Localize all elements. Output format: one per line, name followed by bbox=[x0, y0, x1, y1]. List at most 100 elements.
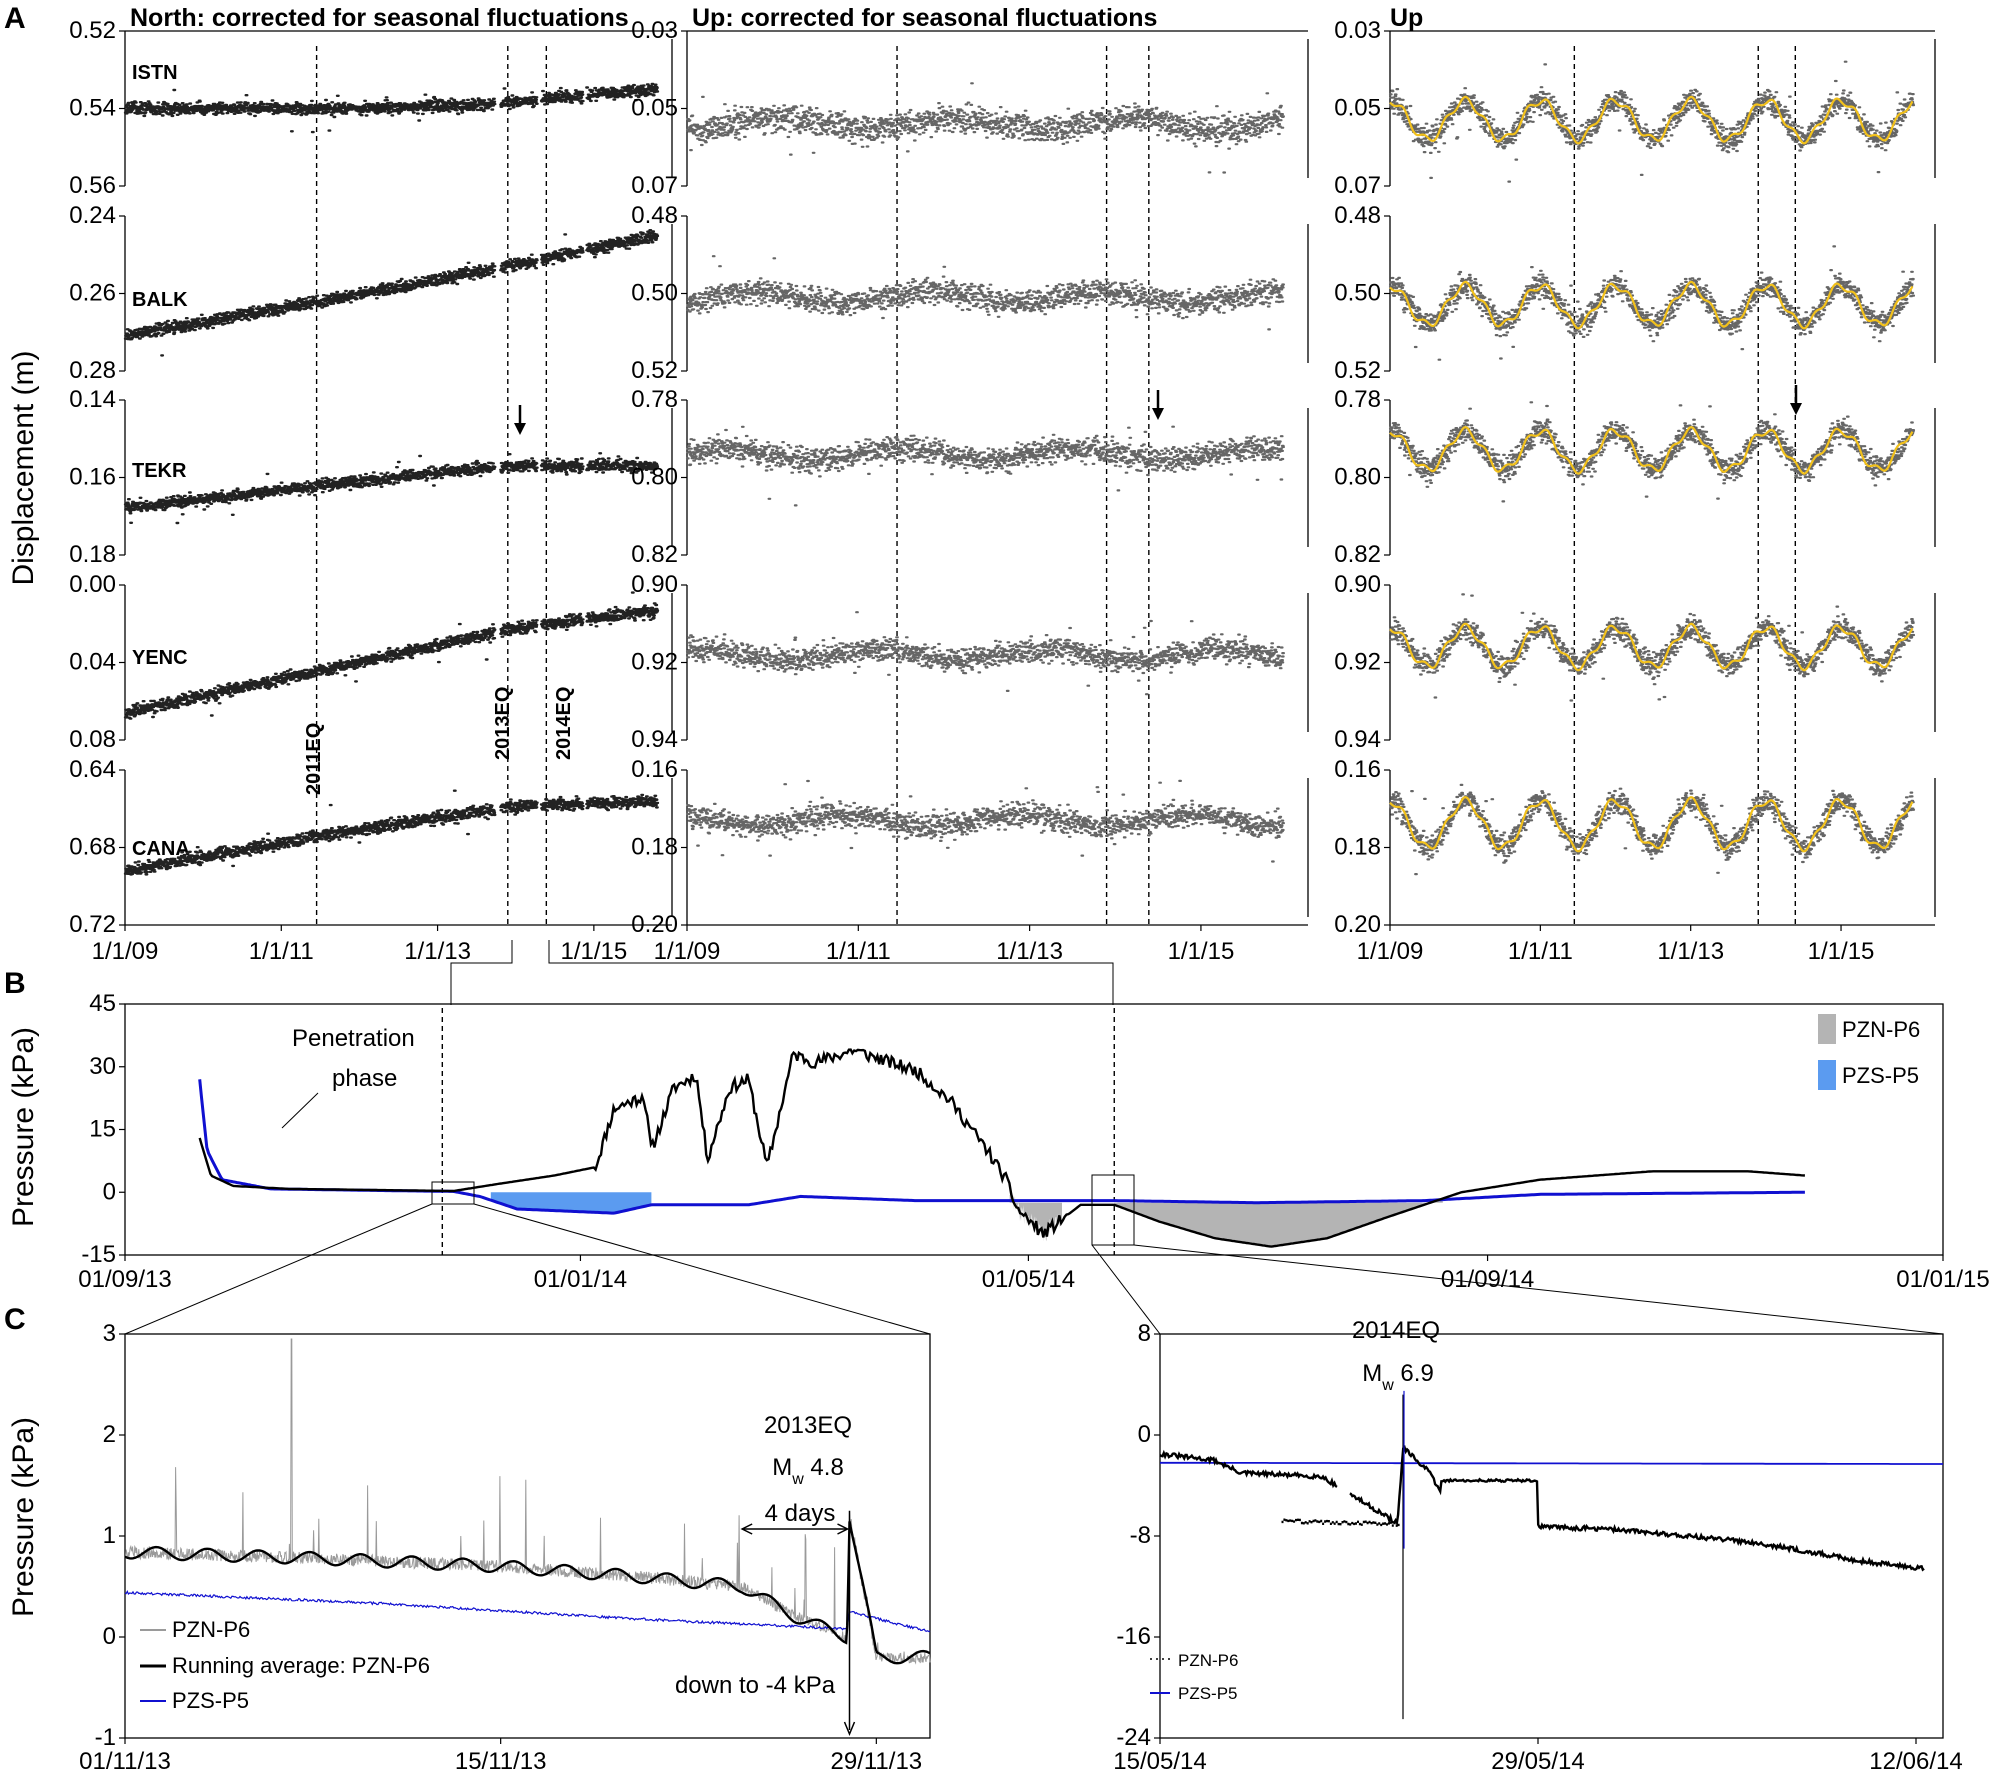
a-y-tick-label: 0.24 bbox=[69, 202, 116, 229]
a-plot-balk: 0.24 0.26 0.28 BALK bbox=[69, 202, 673, 384]
a-plot-cana: 0.16 0.18 0.20 bbox=[631, 756, 1309, 938]
a-y-tick-label: 0.03 bbox=[1334, 17, 1381, 44]
a-y-tick-label: 0.64 bbox=[69, 756, 116, 783]
a-plot-istn: 0.03 0.05 0.07 bbox=[1334, 17, 1936, 199]
a-x-tick-label: 1/1/11 bbox=[1508, 938, 1573, 965]
c-right-x-tick-label: 15/05/14 bbox=[1113, 1748, 1206, 1775]
c-right-y-tick-label: 8 bbox=[1138, 1320, 1151, 1347]
panel-b-label: B bbox=[4, 967, 26, 1000]
a-x-tick-label: 1/1/11 bbox=[249, 938, 314, 965]
c-left-interval: 4 days bbox=[765, 1500, 836, 1527]
c-left-y-tick-label: 0 bbox=[103, 1623, 116, 1650]
c-left-magnitude: Mw 4.8 bbox=[772, 1454, 844, 1488]
a-y-tick-label: 0.16 bbox=[631, 756, 678, 783]
c-right-frame bbox=[1159, 1333, 1944, 1739]
c-left-x-tick-label: 29/11/13 bbox=[831, 1748, 923, 1775]
b-zoom-box-2013 bbox=[431, 1181, 475, 1205]
a-plot-tekr: 0.78 0.80 0.82 bbox=[631, 386, 1309, 568]
b-series-pzn-p6 bbox=[198, 1048, 1805, 1248]
station-label-cana: CANA bbox=[132, 838, 190, 860]
penetration-label-line2: phase bbox=[332, 1065, 397, 1092]
a-y-tick-label: 0.04 bbox=[69, 649, 116, 676]
c-left-series-pzs-p5 bbox=[124, 1590, 931, 1633]
c-left-mag-sub: w bbox=[791, 1471, 804, 1488]
c-right-legend-pzs: PZS-P5 bbox=[1178, 1684, 1238, 1703]
a-y-tick-label: 0.08 bbox=[69, 726, 116, 753]
a-scatter-tekr bbox=[123, 452, 660, 525]
station-label-yenc: YENC bbox=[132, 647, 188, 669]
a-y-tick-label: 0.05 bbox=[631, 95, 678, 122]
a-y-tick-label: 0.48 bbox=[1334, 202, 1381, 229]
a-seasonal-fit-tekr bbox=[1389, 426, 1914, 475]
penetration-pointer bbox=[281, 1092, 319, 1129]
a-seasonal-fit-istn bbox=[1389, 95, 1914, 145]
panel-c-label: C bbox=[4, 1303, 26, 1336]
b-zoom-box-2014 bbox=[1091, 1174, 1135, 1246]
a-y-tick-label: 0.50 bbox=[1334, 280, 1381, 307]
a-scatter-balk bbox=[123, 229, 660, 357]
b-x-tick-label: 01/09/14 bbox=[1441, 1266, 1534, 1293]
panel-a-ylabel: Displacement (m) bbox=[7, 350, 40, 585]
a-y-tick-label: 0.78 bbox=[631, 386, 678, 413]
a-y-tick-label: 0.18 bbox=[631, 834, 678, 861]
a-scatter-cana bbox=[123, 789, 660, 876]
b-series-pzs-p5 bbox=[198, 1079, 1805, 1215]
tekr-arrow-head bbox=[1152, 408, 1164, 420]
b-to-c-right-connector bbox=[1091, 1244, 1944, 1335]
a-scatter-yenc bbox=[123, 591, 660, 720]
legend-b-swatch-pzn bbox=[1818, 1014, 1836, 1044]
a-plot-balk: 0.48 0.50 0.52 bbox=[631, 202, 1309, 384]
a-y-tick-label: 0.07 bbox=[631, 172, 678, 199]
b-y-tick-label: 15 bbox=[89, 1116, 116, 1143]
b-y-tick-label: -15 bbox=[81, 1241, 116, 1268]
a-x-tick-label: 1/1/15 bbox=[1808, 938, 1875, 965]
a-y-tick-label: 0.48 bbox=[631, 202, 678, 229]
b-x-tick-label: 01/09/13 bbox=[78, 1266, 171, 1293]
a-y-tick-label: 0.92 bbox=[631, 649, 678, 676]
a-x-tick-label: 1/1/13 bbox=[1657, 938, 1724, 965]
c-left-x-tick-label: 01/11/13 bbox=[79, 1748, 171, 1775]
a-scatter-yenc bbox=[1388, 593, 1916, 702]
a-plot-tekr: 0.78 0.80 0.82 bbox=[1334, 386, 1936, 568]
a-y-tick-label: 0.50 bbox=[631, 280, 678, 307]
a-y-tick-label: 0.80 bbox=[1334, 464, 1381, 491]
a-y-tick-label: 0.14 bbox=[69, 386, 116, 413]
a-scatter-tekr bbox=[685, 425, 1285, 507]
a-y-tick-label: 0.20 bbox=[1334, 911, 1381, 938]
c-left-mag-m: M bbox=[772, 1454, 792, 1481]
c-right-series-pzn-p6 bbox=[1159, 1445, 1925, 1572]
a-y-tick-label: 0.54 bbox=[69, 95, 116, 122]
a-y-tick-label: 0.90 bbox=[1334, 571, 1381, 598]
c-left-eq-label: 2013EQ bbox=[764, 1412, 852, 1439]
panel-a-plots: 1/1/09 1/1/11 1/1/13 1/1/15 0.52 0.54 0.56 ISTN… bbox=[69, 17, 1936, 965]
b-y-tick-label: 30 bbox=[89, 1053, 116, 1080]
b-fill-pzn-p6 bbox=[1114, 1198, 1443, 1247]
station-label-istn: ISTN bbox=[132, 62, 178, 84]
panel-c: C Pressure (kPa) -1 0 1 2 3 01/11/13 15/11/13 2… bbox=[4, 1203, 1963, 1775]
a-plot-cana: 0.64 0.68 0.72 CANA bbox=[69, 756, 673, 938]
a-y-tick-label: 0.56 bbox=[69, 172, 116, 199]
c-left-y-tick-label: -1 bbox=[95, 1724, 116, 1751]
a-scatter-istn bbox=[685, 82, 1285, 174]
a-plot-yenc: 0.90 0.92 0.94 bbox=[631, 571, 1309, 753]
a-scatter-tekr bbox=[1388, 401, 1916, 503]
eq-label-2011: 2011EQ bbox=[303, 723, 325, 795]
a-x-tick-label: 1/1/13 bbox=[404, 938, 471, 965]
c-right-magnitude: Mw 6.9 bbox=[1362, 1360, 1434, 1394]
c-right-series-pzs-p5 bbox=[1160, 1461, 1943, 1465]
c-left-series-running-average bbox=[124, 1521, 931, 1665]
panel-c-ylabel: Pressure (kPa) bbox=[7, 1417, 40, 1617]
c-right-eq-label: 2014EQ bbox=[1352, 1317, 1440, 1344]
a-x-tick-label: 1/1/11 bbox=[826, 938, 891, 965]
c-left-y-tick-label: 3 bbox=[103, 1320, 116, 1347]
a-to-b-connector bbox=[450, 940, 1114, 1005]
a-x-tick-label: 1/1/13 bbox=[996, 938, 1063, 965]
b-to-c-left-connector bbox=[124, 1203, 931, 1335]
c-right-y-tick-label: 0 bbox=[1138, 1421, 1151, 1448]
a-y-tick-label: 0.52 bbox=[631, 357, 678, 384]
c-left-x-tick-label: 15/11/13 bbox=[455, 1748, 547, 1775]
c-right-y-tick-label: -24 bbox=[1116, 1724, 1151, 1751]
a-y-tick-label: 0.82 bbox=[1334, 541, 1381, 568]
c-left-down-label: down to -4 kPa bbox=[675, 1672, 836, 1699]
c-left-y-tick-label: 2 bbox=[103, 1421, 116, 1448]
